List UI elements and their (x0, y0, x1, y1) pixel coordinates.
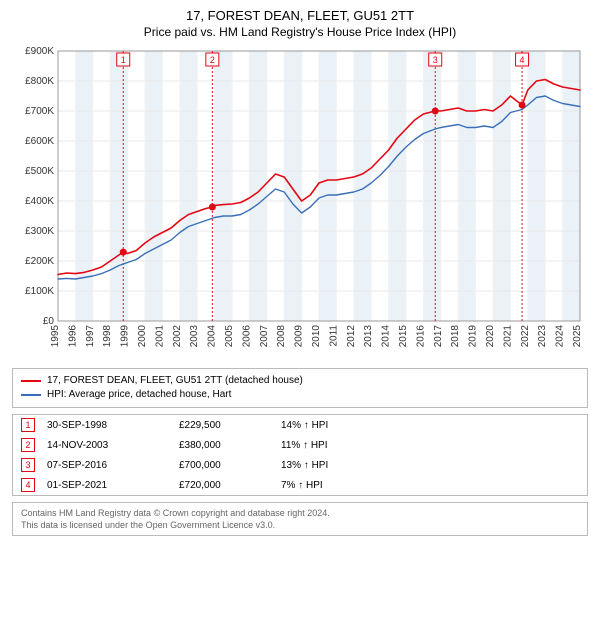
x-axis-label: 2005 (224, 325, 235, 348)
table-row: 4 01-SEP-2021 £720,000 7% ↑ HPI (13, 475, 587, 495)
x-axis-label: 2008 (276, 325, 287, 348)
legend-label: 17, FOREST DEAN, FLEET, GU51 2TT (detach… (47, 374, 303, 388)
y-axis-label: £200K (25, 256, 54, 267)
transaction-price: £720,000 (179, 480, 269, 491)
x-axis-label: 1998 (102, 325, 113, 348)
x-axis-label: 2014 (381, 325, 392, 348)
x-axis-label: 2001 (154, 325, 165, 348)
x-axis-label: 2006 (241, 325, 252, 348)
x-axis-label: 2019 (468, 325, 479, 348)
y-axis-label: £300K (25, 226, 54, 237)
x-axis-label: 2012 (346, 325, 357, 348)
year-band (458, 51, 475, 321)
x-axis-label: 2021 (502, 325, 513, 348)
year-band (528, 51, 545, 321)
y-axis-label: £800K (25, 76, 54, 87)
year-band (145, 51, 162, 321)
x-axis-label: 2022 (520, 325, 531, 348)
year-band (423, 51, 440, 321)
year-band (180, 51, 197, 321)
legend-label: HPI: Average price, detached house, Hart (47, 388, 231, 402)
legend-row: 17, FOREST DEAN, FLEET, GU51 2TT (detach… (21, 374, 579, 388)
marker-number: 4 (520, 55, 525, 65)
transaction-date: 01-SEP-2021 (47, 480, 167, 491)
transaction-marker: 3 (21, 458, 35, 472)
marker-number: 1 (121, 55, 126, 65)
y-axis-label: £500K (25, 166, 54, 177)
x-axis-label: 1996 (67, 325, 78, 348)
transaction-price: £380,000 (179, 440, 269, 451)
transaction-marker: 4 (21, 478, 35, 492)
transaction-date: 14-NOV-2003 (47, 440, 167, 451)
page-container: 17, FOREST DEAN, FLEET, GU51 2TT Price p… (0, 0, 600, 544)
marker-dot (432, 108, 439, 115)
x-axis-label: 2003 (189, 325, 200, 348)
x-axis-label: 2023 (537, 325, 548, 348)
page-title: 17, FOREST DEAN, FLEET, GU51 2TT (12, 8, 588, 23)
y-axis-label: £700K (25, 106, 54, 117)
x-axis-label: 2011 (328, 325, 339, 347)
x-axis-label: 2013 (363, 325, 374, 348)
year-band (389, 51, 406, 321)
transaction-price: £229,500 (179, 420, 269, 431)
year-band (563, 51, 580, 321)
transaction-price: £700,000 (179, 460, 269, 471)
year-band (110, 51, 127, 321)
footnote-line: This data is licensed under the Open Gov… (21, 519, 579, 531)
x-axis-label: 1995 (50, 325, 61, 348)
transaction-pct: 7% ↑ HPI (281, 480, 361, 491)
year-band (75, 51, 92, 321)
transaction-pct: 11% ↑ HPI (281, 440, 361, 451)
footnote-box: Contains HM Land Registry data © Crown c… (12, 502, 588, 536)
x-axis-label: 2024 (555, 325, 566, 348)
year-band (354, 51, 371, 321)
y-axis-label: £900K (25, 47, 54, 57)
transactions-table: 1 30-SEP-1998 £229,500 14% ↑ HPI 2 14-NOV-200… (12, 414, 588, 496)
x-axis-label: 2016 (415, 325, 426, 348)
x-axis-label: 2020 (485, 325, 496, 348)
marker-number: 3 (433, 55, 438, 65)
legend-swatch (21, 380, 41, 382)
x-axis-label: 2018 (450, 325, 461, 348)
x-axis-label: 2004 (207, 325, 218, 348)
year-band (493, 51, 510, 321)
x-axis-label: 1997 (85, 325, 96, 348)
x-axis-label: 2015 (398, 325, 409, 348)
x-axis-label: 2009 (294, 325, 305, 348)
legend-row: HPI: Average price, detached house, Hart (21, 388, 579, 402)
x-axis-label: 2002 (172, 325, 183, 348)
legend-swatch (21, 394, 41, 396)
transaction-date: 30-SEP-1998 (47, 420, 167, 431)
footnote-line: Contains HM Land Registry data © Crown c… (21, 507, 579, 519)
transaction-pct: 13% ↑ HPI (281, 460, 361, 471)
year-band (319, 51, 336, 321)
x-axis-label: 2007 (259, 325, 270, 348)
y-axis-label: £400K (25, 196, 54, 207)
table-row: 2 14-NOV-2003 £380,000 11% ↑ HPI (13, 435, 587, 455)
x-axis-label: 2000 (137, 325, 148, 348)
transaction-pct: 14% ↑ HPI (281, 420, 361, 431)
marker-number: 2 (210, 55, 215, 65)
transaction-marker: 2 (21, 438, 35, 452)
x-axis-label: 2025 (572, 325, 583, 348)
marker-dot (120, 249, 127, 256)
marker-dot (209, 204, 216, 211)
transaction-date: 07-SEP-2016 (47, 460, 167, 471)
legend-box: 17, FOREST DEAN, FLEET, GU51 2TT (detach… (12, 368, 588, 408)
price-chart: £0£100K£200K£300K£400K£500K£600K£700K£80… (12, 47, 588, 357)
transaction-marker: 1 (21, 418, 35, 432)
year-band (215, 51, 232, 321)
table-row: 1 30-SEP-1998 £229,500 14% ↑ HPI (13, 415, 587, 435)
page-subtitle: Price paid vs. HM Land Registry's House … (12, 25, 588, 39)
y-axis-label: £100K (25, 286, 54, 297)
x-axis-label: 2017 (433, 325, 444, 348)
chart-area: £0£100K£200K£300K£400K£500K£600K£700K£80… (12, 47, 588, 362)
x-axis-label: 2010 (311, 325, 322, 348)
year-band (284, 51, 301, 321)
marker-dot (519, 102, 526, 109)
x-axis-label: 1999 (120, 325, 131, 348)
y-axis-label: £600K (25, 136, 54, 147)
table-row: 3 07-SEP-2016 £700,000 13% ↑ HPI (13, 455, 587, 475)
